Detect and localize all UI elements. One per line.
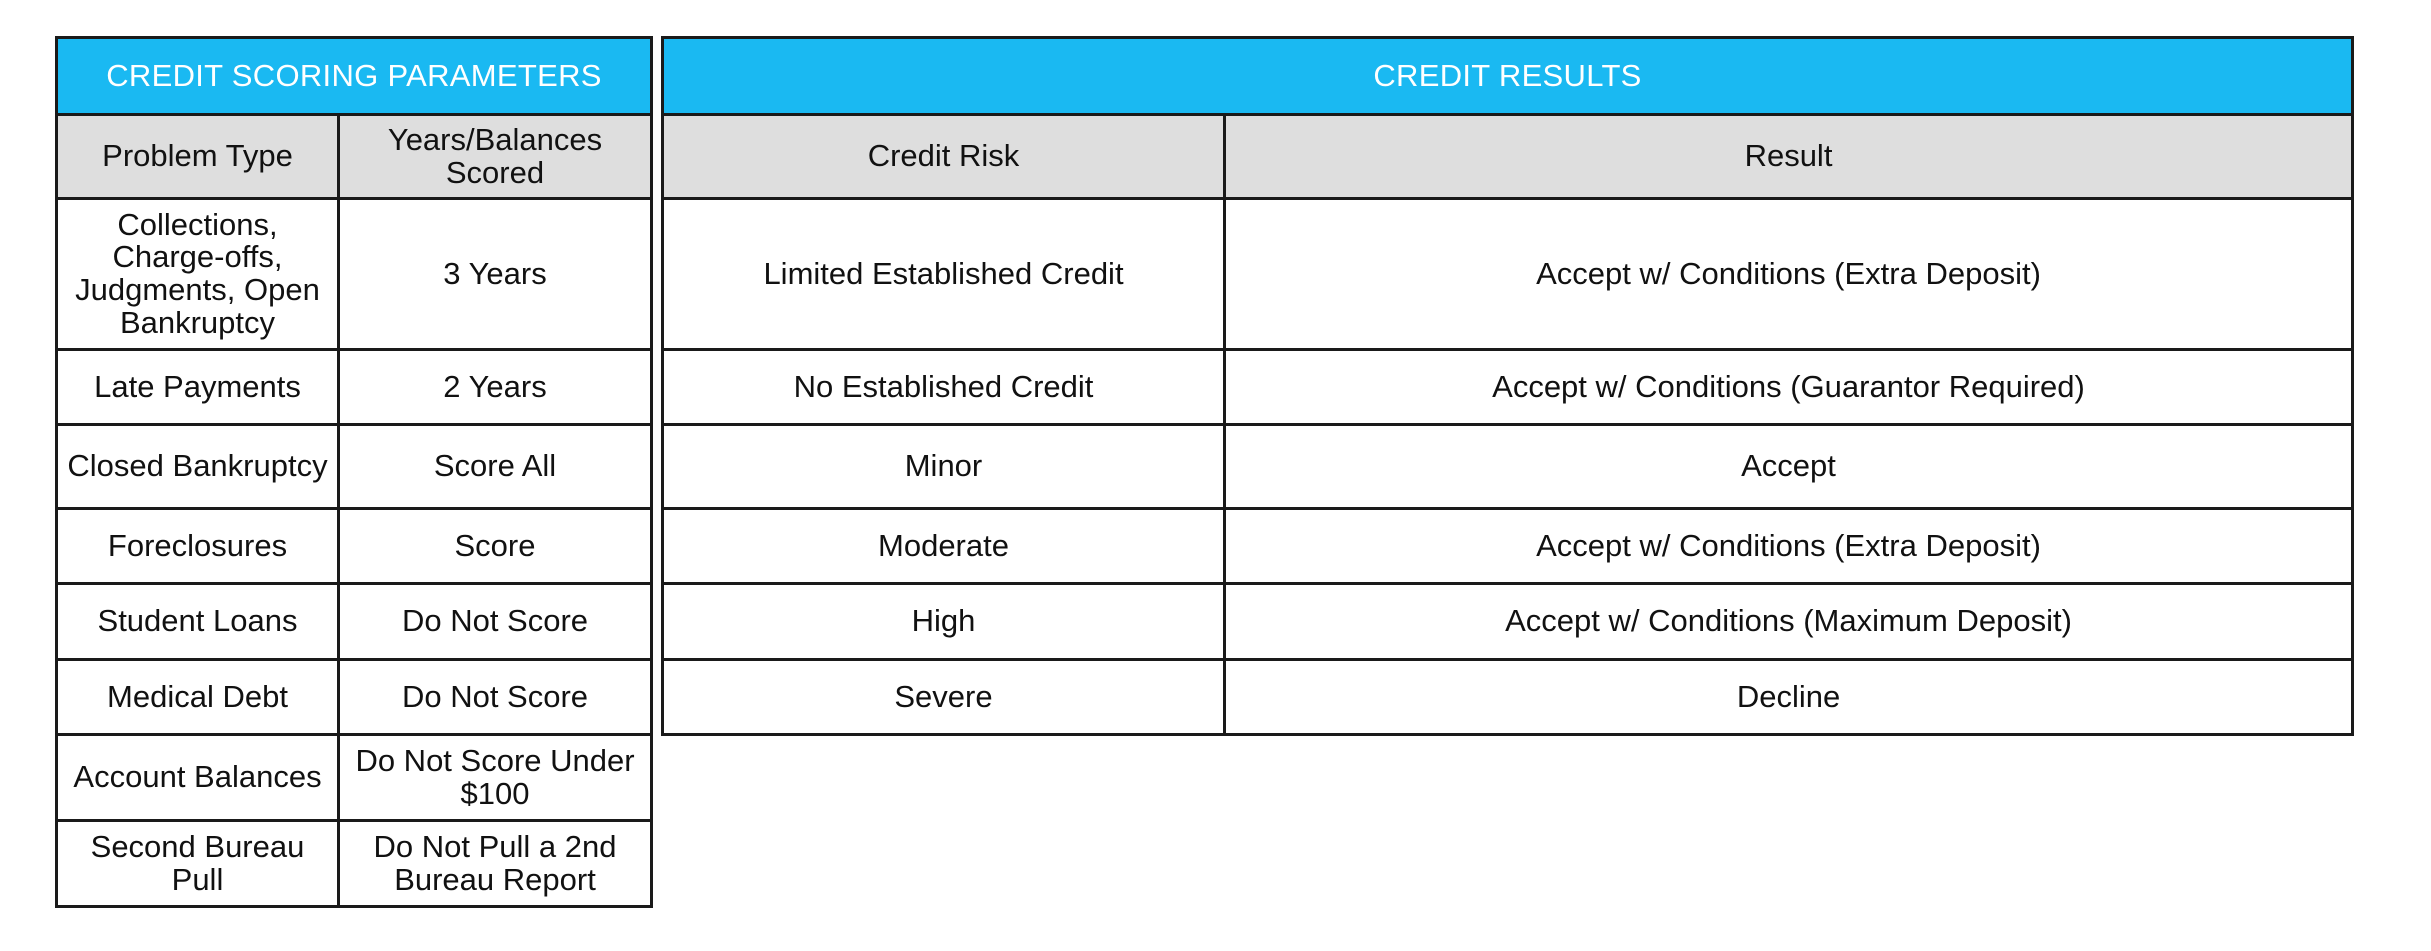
table-row: Minor Accept [661,423,2355,510]
years-scored-cell: Do Not Pull a 2nd Bureau Report [337,819,653,908]
result-cell: Accept w/ Conditions (Extra Deposit) [1222,197,2355,351]
years-scored-cell: Score [337,507,653,585]
table-row: Severe Decline [661,658,2355,736]
parameters-title: CREDIT SCORING PARAMETERS [55,36,653,116]
credit-risk-cell: Limited Established Credit [661,197,1226,351]
problem-type-cell: Collections, Charge-offs, Judgments, Ope… [55,197,340,351]
column-header-result: Result [1222,113,2355,200]
credit-risk-cell: Severe [661,658,1226,736]
column-header-years-balances-scored: Years/Balances Scored [337,113,653,200]
problem-type-cell: Late Payments [55,348,340,426]
table-row: High Accept w/ Conditions (Maximum Depos… [661,582,2355,661]
column-header-problem-type: Problem Type [55,113,340,200]
years-scored-cell: Do Not Score [337,658,653,736]
years-scored-cell: Score All [337,423,653,510]
result-cell: Accept [1222,423,2355,510]
table-row: Closed Bankruptcy Score All [55,423,653,510]
table-row: Late Payments 2 Years [55,348,653,426]
table-row: Account Balances Do Not Score Under $100 [55,733,653,822]
credit-results-table: CREDIT RESULTS Credit Risk Result Limite… [660,36,2355,736]
result-cell: Decline [1222,658,2355,736]
credit-risk-cell: High [661,582,1226,661]
table-row: Medical Debt Do Not Score [55,658,653,736]
table-row: Student Loans Do Not Score [55,582,653,661]
result-cell: Accept w/ Conditions (Extra Deposit) [1222,507,2355,585]
problem-type-cell: Medical Debt [55,658,340,736]
credit-risk-cell: No Established Credit [661,348,1226,426]
table-row: Foreclosures Score [55,507,653,585]
problem-type-cell: Foreclosures [55,507,340,585]
credit-risk-cell: Minor [661,423,1226,510]
result-cell: Accept w/ Conditions (Maximum Deposit) [1222,582,2355,661]
column-header-credit-risk: Credit Risk [661,113,1226,200]
table-row: Second Bureau Pull Do Not Pull a 2nd Bur… [55,819,653,908]
years-scored-cell: 3 Years [337,197,653,351]
table-row: Collections, Charge-offs, Judgments, Ope… [55,197,653,351]
table-row: Moderate Accept w/ Conditions (Extra Dep… [661,507,2355,585]
table-row: Limited Established Credit Accept w/ Con… [661,197,2355,351]
years-scored-cell: Do Not Score Under $100 [337,733,653,822]
years-scored-cell: 2 Years [337,348,653,426]
problem-type-cell: Student Loans [55,582,340,661]
problem-type-cell: Account Balances [55,733,340,822]
problem-type-cell: Closed Bankruptcy [55,423,340,510]
years-scored-cell: Do Not Score [337,582,653,661]
table-row: No Established Credit Accept w/ Conditio… [661,348,2355,426]
result-cell: Accept w/ Conditions (Guarantor Required… [1222,348,2355,426]
results-title: CREDIT RESULTS [660,36,2355,116]
problem-type-cell: Second Bureau Pull [55,819,340,908]
credit-risk-cell: Moderate [661,507,1226,585]
credit-scoring-parameters-table: CREDIT SCORING PARAMETERS Problem Type Y… [55,36,653,908]
